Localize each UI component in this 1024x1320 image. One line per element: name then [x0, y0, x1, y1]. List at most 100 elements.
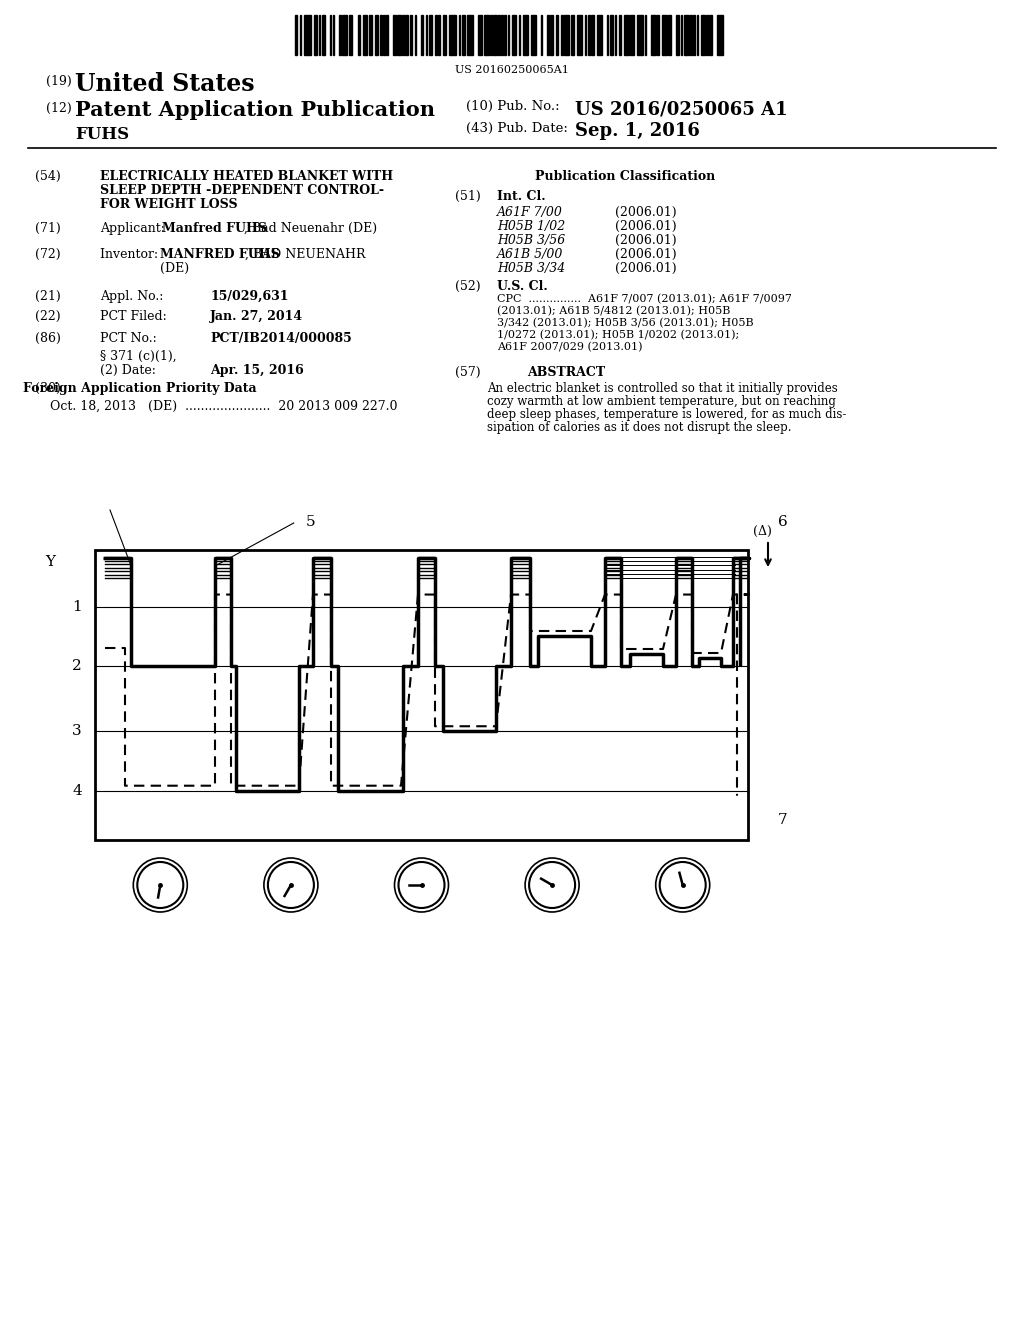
- Circle shape: [268, 862, 314, 908]
- Text: 7: 7: [778, 813, 787, 828]
- Bar: [494, 15, 497, 55]
- Bar: [570, 15, 573, 55]
- Bar: [333, 15, 335, 55]
- Text: CPC  ...............  A61F 7/007 (2013.01); A61F 7/0097: CPC ............... A61F 7/007 (2013.01)…: [497, 294, 792, 305]
- Text: A61F 7/00: A61F 7/00: [497, 206, 563, 219]
- Bar: [564, 15, 569, 55]
- Text: Inventor:: Inventor:: [100, 248, 170, 261]
- Bar: [620, 15, 621, 55]
- Bar: [585, 15, 587, 55]
- Bar: [383, 15, 385, 55]
- Bar: [508, 15, 509, 55]
- Bar: [631, 15, 634, 55]
- Circle shape: [529, 862, 575, 908]
- Bar: [459, 15, 461, 55]
- Text: An electric blanket is controlled so that it initially provides: An electric blanket is controlled so tha…: [487, 381, 838, 395]
- Text: sipation of calories as it does not disrupt the sleep.: sipation of calories as it does not disr…: [487, 421, 792, 434]
- Text: (DE): (DE): [160, 261, 189, 275]
- Circle shape: [137, 862, 183, 908]
- Bar: [397, 15, 400, 55]
- Bar: [690, 15, 692, 55]
- Bar: [435, 15, 437, 55]
- Text: ELECTRICALLY HEATED BLANKET WITH: ELECTRICALLY HEATED BLANKET WITH: [100, 170, 393, 183]
- Text: (2006.01): (2006.01): [615, 206, 677, 219]
- Text: Jan. 27, 2014: Jan. 27, 2014: [210, 310, 303, 323]
- Bar: [588, 15, 590, 55]
- Text: (12): (12): [46, 102, 72, 115]
- Bar: [505, 15, 506, 55]
- Text: (2006.01): (2006.01): [615, 261, 677, 275]
- Bar: [502, 15, 503, 55]
- Text: SLEEP DEPTH -DEPENDENT CONTROL-: SLEEP DEPTH -DEPENDENT CONTROL-: [100, 183, 384, 197]
- Bar: [339, 15, 341, 55]
- Text: A61F 2007/029 (2013.01): A61F 2007/029 (2013.01): [497, 342, 642, 352]
- Text: (30): (30): [35, 381, 60, 395]
- Bar: [531, 15, 536, 55]
- Text: Y: Y: [45, 554, 55, 569]
- Bar: [406, 15, 409, 55]
- Bar: [348, 15, 351, 55]
- Bar: [421, 15, 423, 55]
- Text: US 2016/0250065 A1: US 2016/0250065 A1: [575, 100, 787, 117]
- Bar: [426, 15, 427, 55]
- Text: (2006.01): (2006.01): [615, 220, 677, 234]
- Text: § 371 (c)(1),: § 371 (c)(1),: [100, 350, 176, 363]
- Text: (10) Pub. No.:: (10) Pub. No.:: [466, 100, 560, 114]
- Bar: [386, 15, 388, 55]
- Text: U.S. Cl.: U.S. Cl.: [497, 280, 548, 293]
- Bar: [676, 15, 679, 55]
- Bar: [295, 15, 297, 55]
- Text: Applicant:: Applicant:: [100, 222, 173, 235]
- Text: (52): (52): [455, 280, 480, 293]
- Bar: [392, 15, 396, 55]
- Text: ABSTRACT: ABSTRACT: [527, 366, 605, 379]
- Text: Appl. No.:: Appl. No.:: [100, 290, 164, 304]
- Text: 1/0272 (2013.01); H05B 1/0202 (2013.01);: 1/0272 (2013.01); H05B 1/0202 (2013.01);: [497, 330, 739, 341]
- Bar: [519, 15, 520, 55]
- Bar: [651, 15, 655, 55]
- Bar: [358, 15, 359, 55]
- Bar: [597, 15, 602, 55]
- Text: 4: 4: [72, 784, 82, 797]
- Bar: [637, 15, 643, 55]
- Bar: [577, 15, 582, 55]
- Bar: [541, 15, 543, 55]
- Text: deep sleep phases, temperature is lowered, for as much dis-: deep sleep phases, temperature is lowere…: [487, 408, 847, 421]
- Text: (43) Pub. Date:: (43) Pub. Date:: [466, 121, 568, 135]
- Bar: [300, 15, 301, 55]
- Bar: [314, 15, 317, 55]
- Text: Sep. 1, 2016: Sep. 1, 2016: [575, 121, 699, 140]
- Bar: [462, 15, 465, 55]
- Text: , Bad Neuenahr (DE): , Bad Neuenahr (DE): [244, 222, 377, 235]
- Text: (86): (86): [35, 333, 60, 345]
- Bar: [707, 15, 708, 55]
- Bar: [429, 15, 432, 55]
- Text: cozy warmth at low ambient temperature, but on reaching: cozy warmth at low ambient temperature, …: [487, 395, 836, 408]
- Text: Manfred FUHS: Manfred FUHS: [162, 222, 267, 235]
- Text: Int. Cl.: Int. Cl.: [497, 190, 546, 203]
- Bar: [318, 15, 321, 55]
- Text: H05B 3/34: H05B 3/34: [497, 261, 565, 275]
- Text: (51): (51): [455, 190, 480, 203]
- Bar: [657, 15, 658, 55]
- Text: (21): (21): [35, 290, 60, 304]
- Bar: [512, 15, 515, 55]
- Text: H05B 1/02: H05B 1/02: [497, 220, 565, 234]
- Text: Oct. 18, 2013   (DE)  ......................  20 2013 009 227.0: Oct. 18, 2013 (DE) .....................…: [50, 400, 397, 413]
- Text: 1: 1: [72, 599, 82, 614]
- Bar: [450, 15, 456, 55]
- Text: Patent Application Publication: Patent Application Publication: [75, 100, 435, 120]
- Text: 5: 5: [306, 515, 315, 529]
- Text: 6: 6: [778, 515, 787, 529]
- Text: (71): (71): [35, 222, 60, 235]
- Bar: [410, 15, 412, 55]
- Bar: [304, 15, 310, 55]
- Bar: [561, 15, 563, 55]
- Text: FOR WEIGHT LOSS: FOR WEIGHT LOSS: [100, 198, 238, 211]
- Bar: [95, 550, 748, 840]
- Bar: [490, 15, 492, 55]
- Text: (22): (22): [35, 310, 60, 323]
- Text: (2) Date:: (2) Date:: [100, 364, 156, 378]
- Bar: [415, 15, 417, 55]
- Bar: [467, 15, 473, 55]
